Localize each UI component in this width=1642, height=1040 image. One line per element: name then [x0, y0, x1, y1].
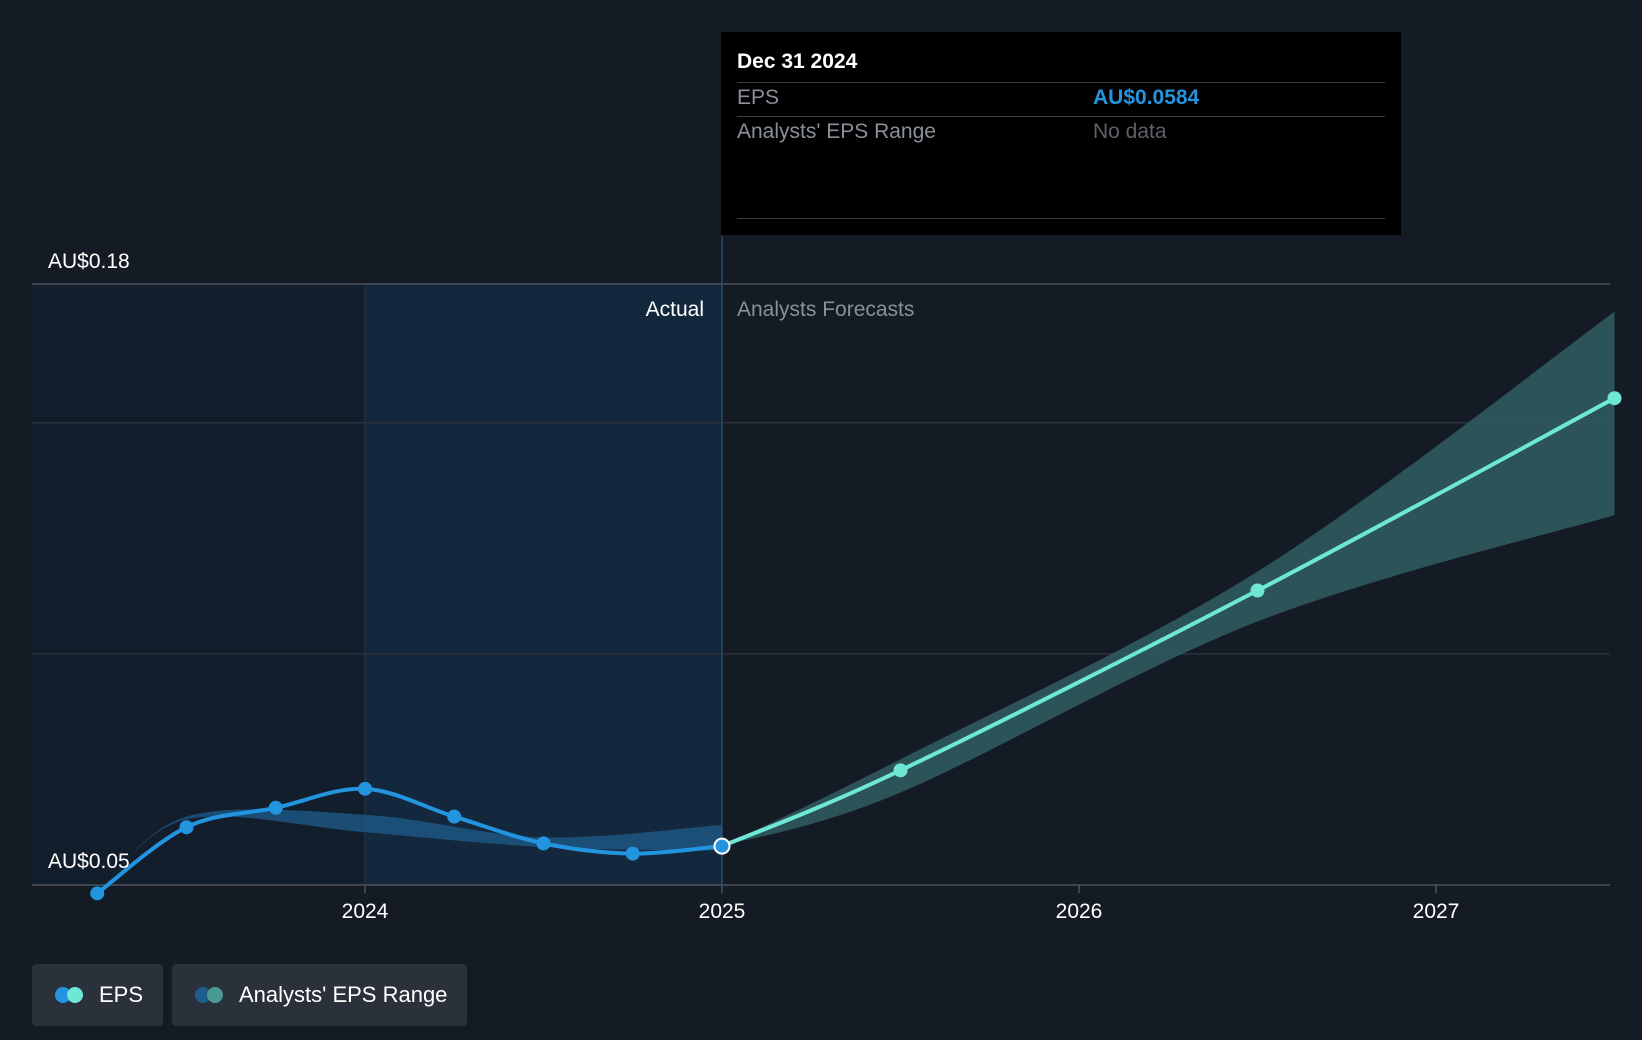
tooltip-date: Dec 31 2024	[737, 50, 858, 73]
eps-range-band	[722, 311, 1615, 847]
eps-point	[625, 846, 640, 861]
legend-range-label: Analysts' EPS Range	[239, 982, 448, 1007]
tooltip-divider	[737, 218, 1385, 219]
tooltip-eps-value: AU$0.0584	[1093, 86, 1200, 109]
range-bands	[97, 311, 1615, 894]
eps-point	[1607, 391, 1622, 406]
eps-point	[358, 781, 372, 796]
x-tick-label: 2027	[1413, 900, 1460, 923]
x-tick-label: 2025	[699, 900, 746, 923]
eps-line-forecast	[720, 396, 1617, 849]
highlight-point	[713, 837, 731, 855]
forecast-section-label: Analysts Forecasts	[737, 298, 914, 321]
tooltip: Dec 31 2024 EPS AU$0.0584 Analysts' EPS …	[721, 32, 1401, 235]
eps-range-band	[97, 809, 722, 894]
tooltip-eps-label: EPS	[737, 86, 780, 109]
eps-point	[268, 800, 283, 815]
tooltip-range-value: No data	[1093, 120, 1167, 143]
legend-eps-range[interactable]: Analysts' EPS Range	[172, 964, 467, 1026]
x-axis-ticks: 2024 2025 2026 2027	[342, 885, 1460, 923]
eps-swatch-icon	[55, 987, 85, 1003]
tooltip-range-label: Analysts' EPS Range	[737, 120, 936, 143]
range-swatch-icon	[195, 987, 225, 1003]
x-tick-label: 2024	[342, 900, 389, 923]
legend-eps[interactable]: EPS	[32, 964, 163, 1026]
tooltip-divider	[737, 82, 1385, 83]
eps-point	[179, 820, 194, 835]
eps-point	[893, 763, 908, 778]
eps-point	[90, 886, 105, 901]
eps-point	[536, 836, 551, 851]
actual-highlight-region	[365, 284, 722, 885]
x-tick-label: 2026	[1056, 900, 1103, 923]
y-axis-top-label: AU$0.18	[48, 250, 130, 273]
eps-point	[447, 809, 462, 824]
tooltip-divider	[737, 116, 1385, 117]
y-axis-bottom-label: AU$0.05	[48, 850, 130, 873]
actual-section-label: Actual	[646, 298, 704, 321]
legend-eps-label: EPS	[99, 982, 144, 1007]
eps-point	[1250, 583, 1265, 598]
series-points	[90, 391, 1622, 901]
